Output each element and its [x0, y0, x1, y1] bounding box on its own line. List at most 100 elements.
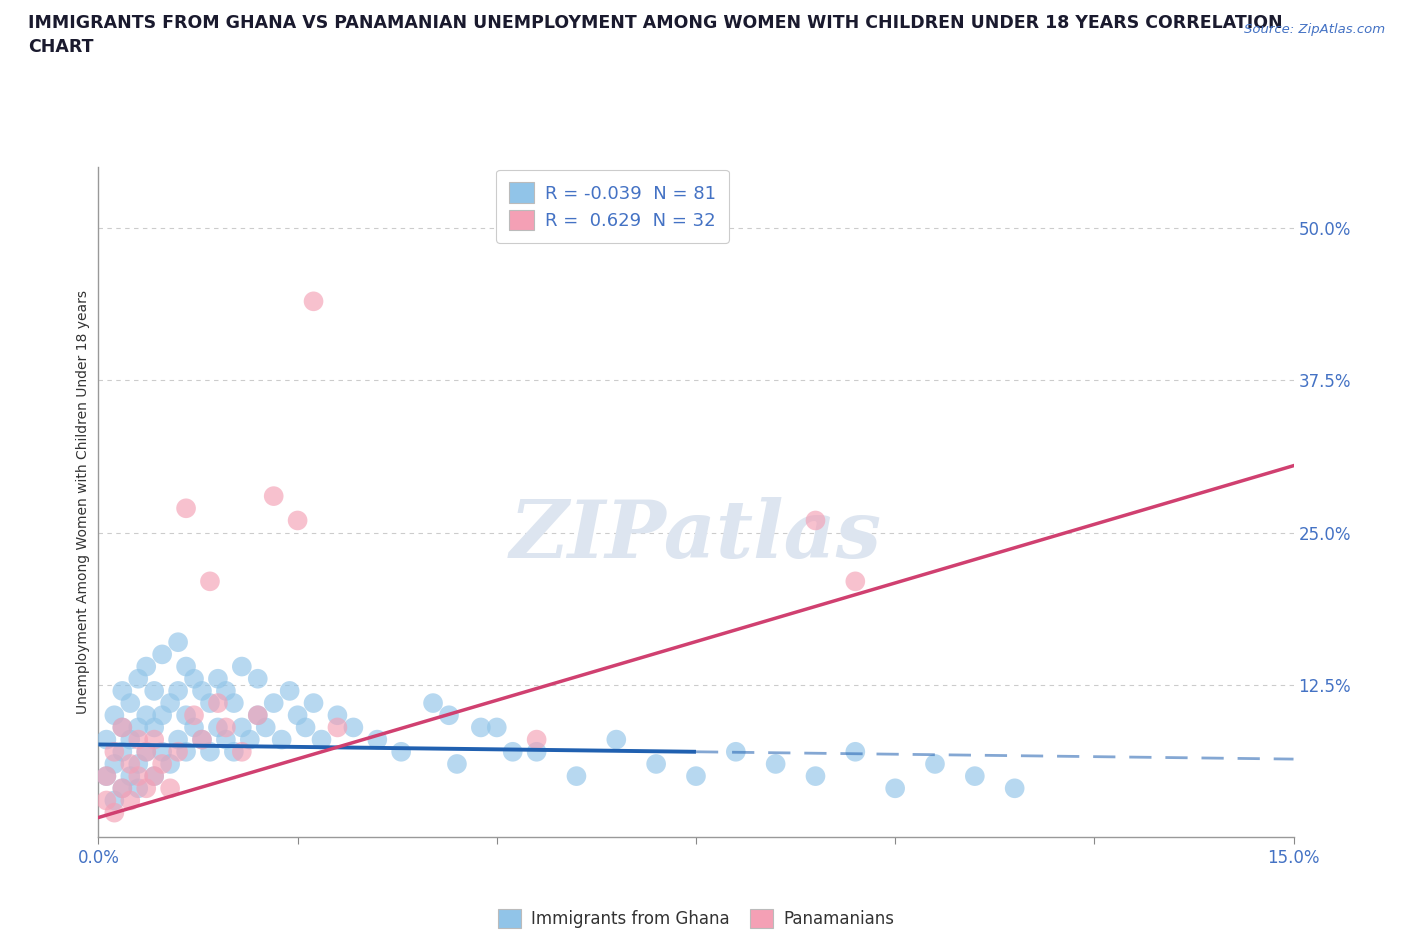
- Point: [135, 708, 157, 723]
- Point: [167, 744, 190, 759]
- Text: IMMIGRANTS FROM GHANA VS PANAMANIAN UNEMPLOYMENT AMONG WOMEN WITH CHILDREN UNDER: IMMIGRANTS FROM GHANA VS PANAMANIAN UNEM…: [28, 14, 1282, 56]
- Point: [198, 574, 221, 589]
- Point: [287, 708, 309, 723]
- Point: [311, 732, 333, 747]
- Point: [167, 732, 190, 747]
- Point: [127, 781, 149, 796]
- Point: [470, 720, 492, 735]
- Point: [231, 720, 253, 735]
- Point: [111, 720, 134, 735]
- Point: [103, 805, 125, 820]
- Point: [485, 720, 508, 735]
- Point: [246, 671, 269, 686]
- Point: [326, 720, 349, 735]
- Legend: Immigrants from Ghana, Panamanians: Immigrants from Ghana, Panamanians: [491, 902, 901, 930]
- Point: [685, 769, 707, 784]
- Point: [159, 696, 181, 711]
- Point: [150, 708, 173, 723]
- Point: [246, 708, 269, 723]
- Point: [844, 574, 866, 589]
- Point: [135, 659, 157, 674]
- Point: [103, 744, 125, 759]
- Point: [111, 684, 134, 698]
- Point: [150, 756, 173, 771]
- Point: [342, 720, 364, 735]
- Point: [96, 769, 118, 784]
- Point: [1004, 781, 1026, 796]
- Point: [263, 488, 285, 503]
- Point: [198, 696, 221, 711]
- Point: [143, 769, 166, 784]
- Point: [120, 756, 142, 771]
- Point: [127, 732, 149, 747]
- Point: [765, 756, 787, 771]
- Point: [111, 781, 134, 796]
- Point: [254, 720, 277, 735]
- Point: [135, 744, 157, 759]
- Point: [389, 744, 412, 759]
- Point: [96, 732, 118, 747]
- Point: [183, 720, 205, 735]
- Point: [150, 744, 173, 759]
- Point: [120, 696, 142, 711]
- Point: [804, 513, 827, 528]
- Point: [215, 720, 238, 735]
- Point: [111, 720, 134, 735]
- Point: [231, 659, 253, 674]
- Y-axis label: Unemployment Among Women with Children Under 18 years: Unemployment Among Women with Children U…: [76, 290, 90, 714]
- Point: [446, 756, 468, 771]
- Point: [326, 708, 349, 723]
- Point: [159, 756, 181, 771]
- Point: [302, 696, 325, 711]
- Point: [302, 294, 325, 309]
- Point: [263, 696, 285, 711]
- Point: [174, 744, 197, 759]
- Point: [120, 732, 142, 747]
- Point: [127, 769, 149, 784]
- Point: [804, 769, 827, 784]
- Point: [174, 659, 197, 674]
- Point: [191, 684, 214, 698]
- Text: Source: ZipAtlas.com: Source: ZipAtlas.com: [1244, 23, 1385, 36]
- Point: [207, 671, 229, 686]
- Point: [198, 744, 221, 759]
- Point: [159, 781, 181, 796]
- Point: [167, 684, 190, 698]
- Point: [103, 756, 125, 771]
- Point: [963, 769, 986, 784]
- Point: [96, 769, 118, 784]
- Point: [135, 744, 157, 759]
- Point: [278, 684, 301, 698]
- Point: [111, 744, 134, 759]
- Point: [924, 756, 946, 771]
- Point: [605, 732, 627, 747]
- Point: [294, 720, 316, 735]
- Point: [222, 696, 245, 711]
- Point: [215, 684, 238, 698]
- Point: [120, 769, 142, 784]
- Point: [127, 720, 149, 735]
- Point: [174, 501, 197, 516]
- Point: [724, 744, 747, 759]
- Point: [437, 708, 460, 723]
- Point: [143, 720, 166, 735]
- Point: [884, 781, 907, 796]
- Point: [167, 635, 190, 650]
- Point: [103, 793, 125, 808]
- Point: [844, 744, 866, 759]
- Point: [565, 769, 588, 784]
- Point: [96, 793, 118, 808]
- Text: ZIPatlas: ZIPatlas: [510, 497, 882, 575]
- Point: [222, 744, 245, 759]
- Point: [231, 744, 253, 759]
- Point: [239, 732, 262, 747]
- Point: [120, 793, 142, 808]
- Point: [502, 744, 524, 759]
- Point: [143, 769, 166, 784]
- Point: [207, 696, 229, 711]
- Point: [127, 756, 149, 771]
- Point: [127, 671, 149, 686]
- Point: [526, 744, 548, 759]
- Point: [215, 732, 238, 747]
- Point: [645, 756, 668, 771]
